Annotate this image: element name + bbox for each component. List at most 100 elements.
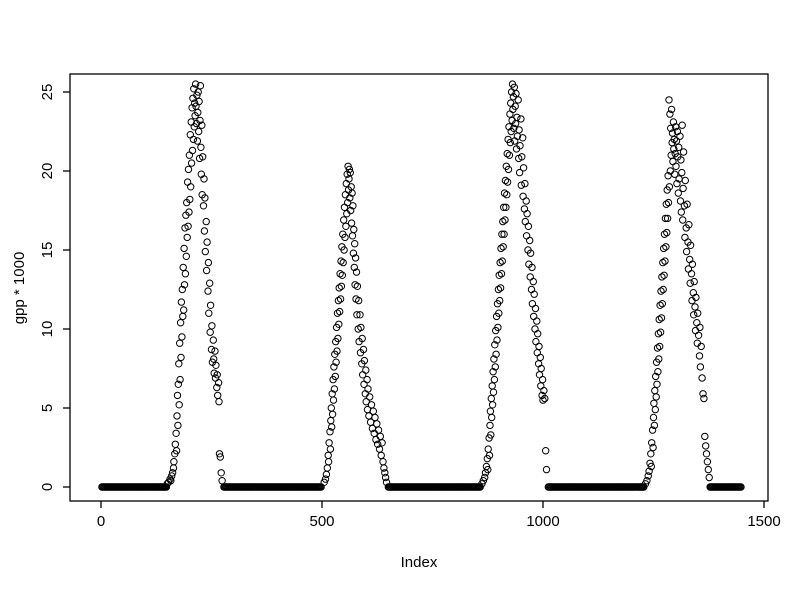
data-point [500,203,508,212]
data-point [657,314,666,322]
data-point [667,124,675,133]
data-point [681,233,689,242]
data-point [515,168,524,177]
data-point [692,293,700,302]
data-point [346,194,354,202]
data-point [335,320,343,328]
data-point [177,353,185,362]
data-point [537,364,545,373]
data-point [658,300,666,308]
data-point [211,347,219,355]
data-point [346,168,354,177]
data-point [373,420,381,428]
data-point [655,315,663,324]
data-point [176,375,184,384]
data-point [702,450,711,458]
data-point [678,168,686,177]
data-point [487,394,495,403]
data-point [195,97,203,106]
data-point [675,143,683,152]
data-point [170,458,178,466]
data-point [495,271,503,279]
data-point [488,382,496,390]
data-point [671,170,679,178]
data-point [204,258,213,267]
data-point [705,473,713,482]
data-point [505,123,513,131]
y-tick-label: 20 [39,163,56,180]
data-point [698,374,706,382]
x-tick-label: 0 [97,513,105,530]
data-point [493,336,501,344]
data-point [491,363,499,371]
data-point [500,230,508,238]
data-point [669,118,678,126]
data-point [511,102,519,110]
data-point [656,328,665,336]
data-point [674,189,682,197]
data-point [193,91,201,99]
data-point [340,203,349,212]
data-point [501,176,510,185]
data-point [647,462,655,471]
data-point [341,191,350,199]
data-point [704,465,712,474]
data-point [502,203,510,212]
data-point [364,385,372,393]
data-point [541,394,549,403]
data-point [340,246,348,254]
data-point [676,132,684,140]
data-point [533,349,541,357]
data-point [526,236,534,245]
y-tick-label: 10 [39,321,56,338]
y-tick-label: 15 [39,242,56,259]
data-point [521,217,529,226]
data-point [487,431,495,439]
data-point [666,110,674,118]
data-point [497,244,505,253]
data-point [496,258,504,267]
data-point [183,233,191,242]
data-point [653,380,661,388]
data-point [358,334,366,343]
data-point [335,284,343,292]
data-point [488,401,497,409]
data-point [489,388,498,396]
data-point [664,198,673,207]
data-point [695,352,704,360]
data-point [324,458,333,466]
data-point [327,416,335,425]
data-point [214,379,223,387]
data-point [694,331,703,339]
data-point [180,281,189,289]
data-point [701,432,709,441]
data-point [356,311,364,319]
data-point [503,191,511,199]
data-point [187,183,195,191]
data-point [333,309,342,317]
data-point [649,413,658,422]
data-point [350,263,358,272]
data-point [656,301,664,309]
data-point [182,252,191,260]
data-point [162,483,171,491]
data-point [328,423,336,431]
data-point [186,195,194,204]
data-point [519,164,528,172]
data-point [660,271,668,279]
data-point [194,108,202,117]
data-point [200,227,209,235]
data-point [174,380,183,388]
data-point [504,165,513,174]
data-point [494,285,503,294]
data-point [670,135,678,144]
data-point [338,271,346,279]
x-axis-label: Index [401,554,438,571]
data-point [336,307,344,316]
data-point [650,421,659,430]
data-point [349,249,358,257]
data-point [334,334,342,343]
data-points [163,80,713,488]
data-point [210,355,218,363]
data-point [181,270,190,278]
